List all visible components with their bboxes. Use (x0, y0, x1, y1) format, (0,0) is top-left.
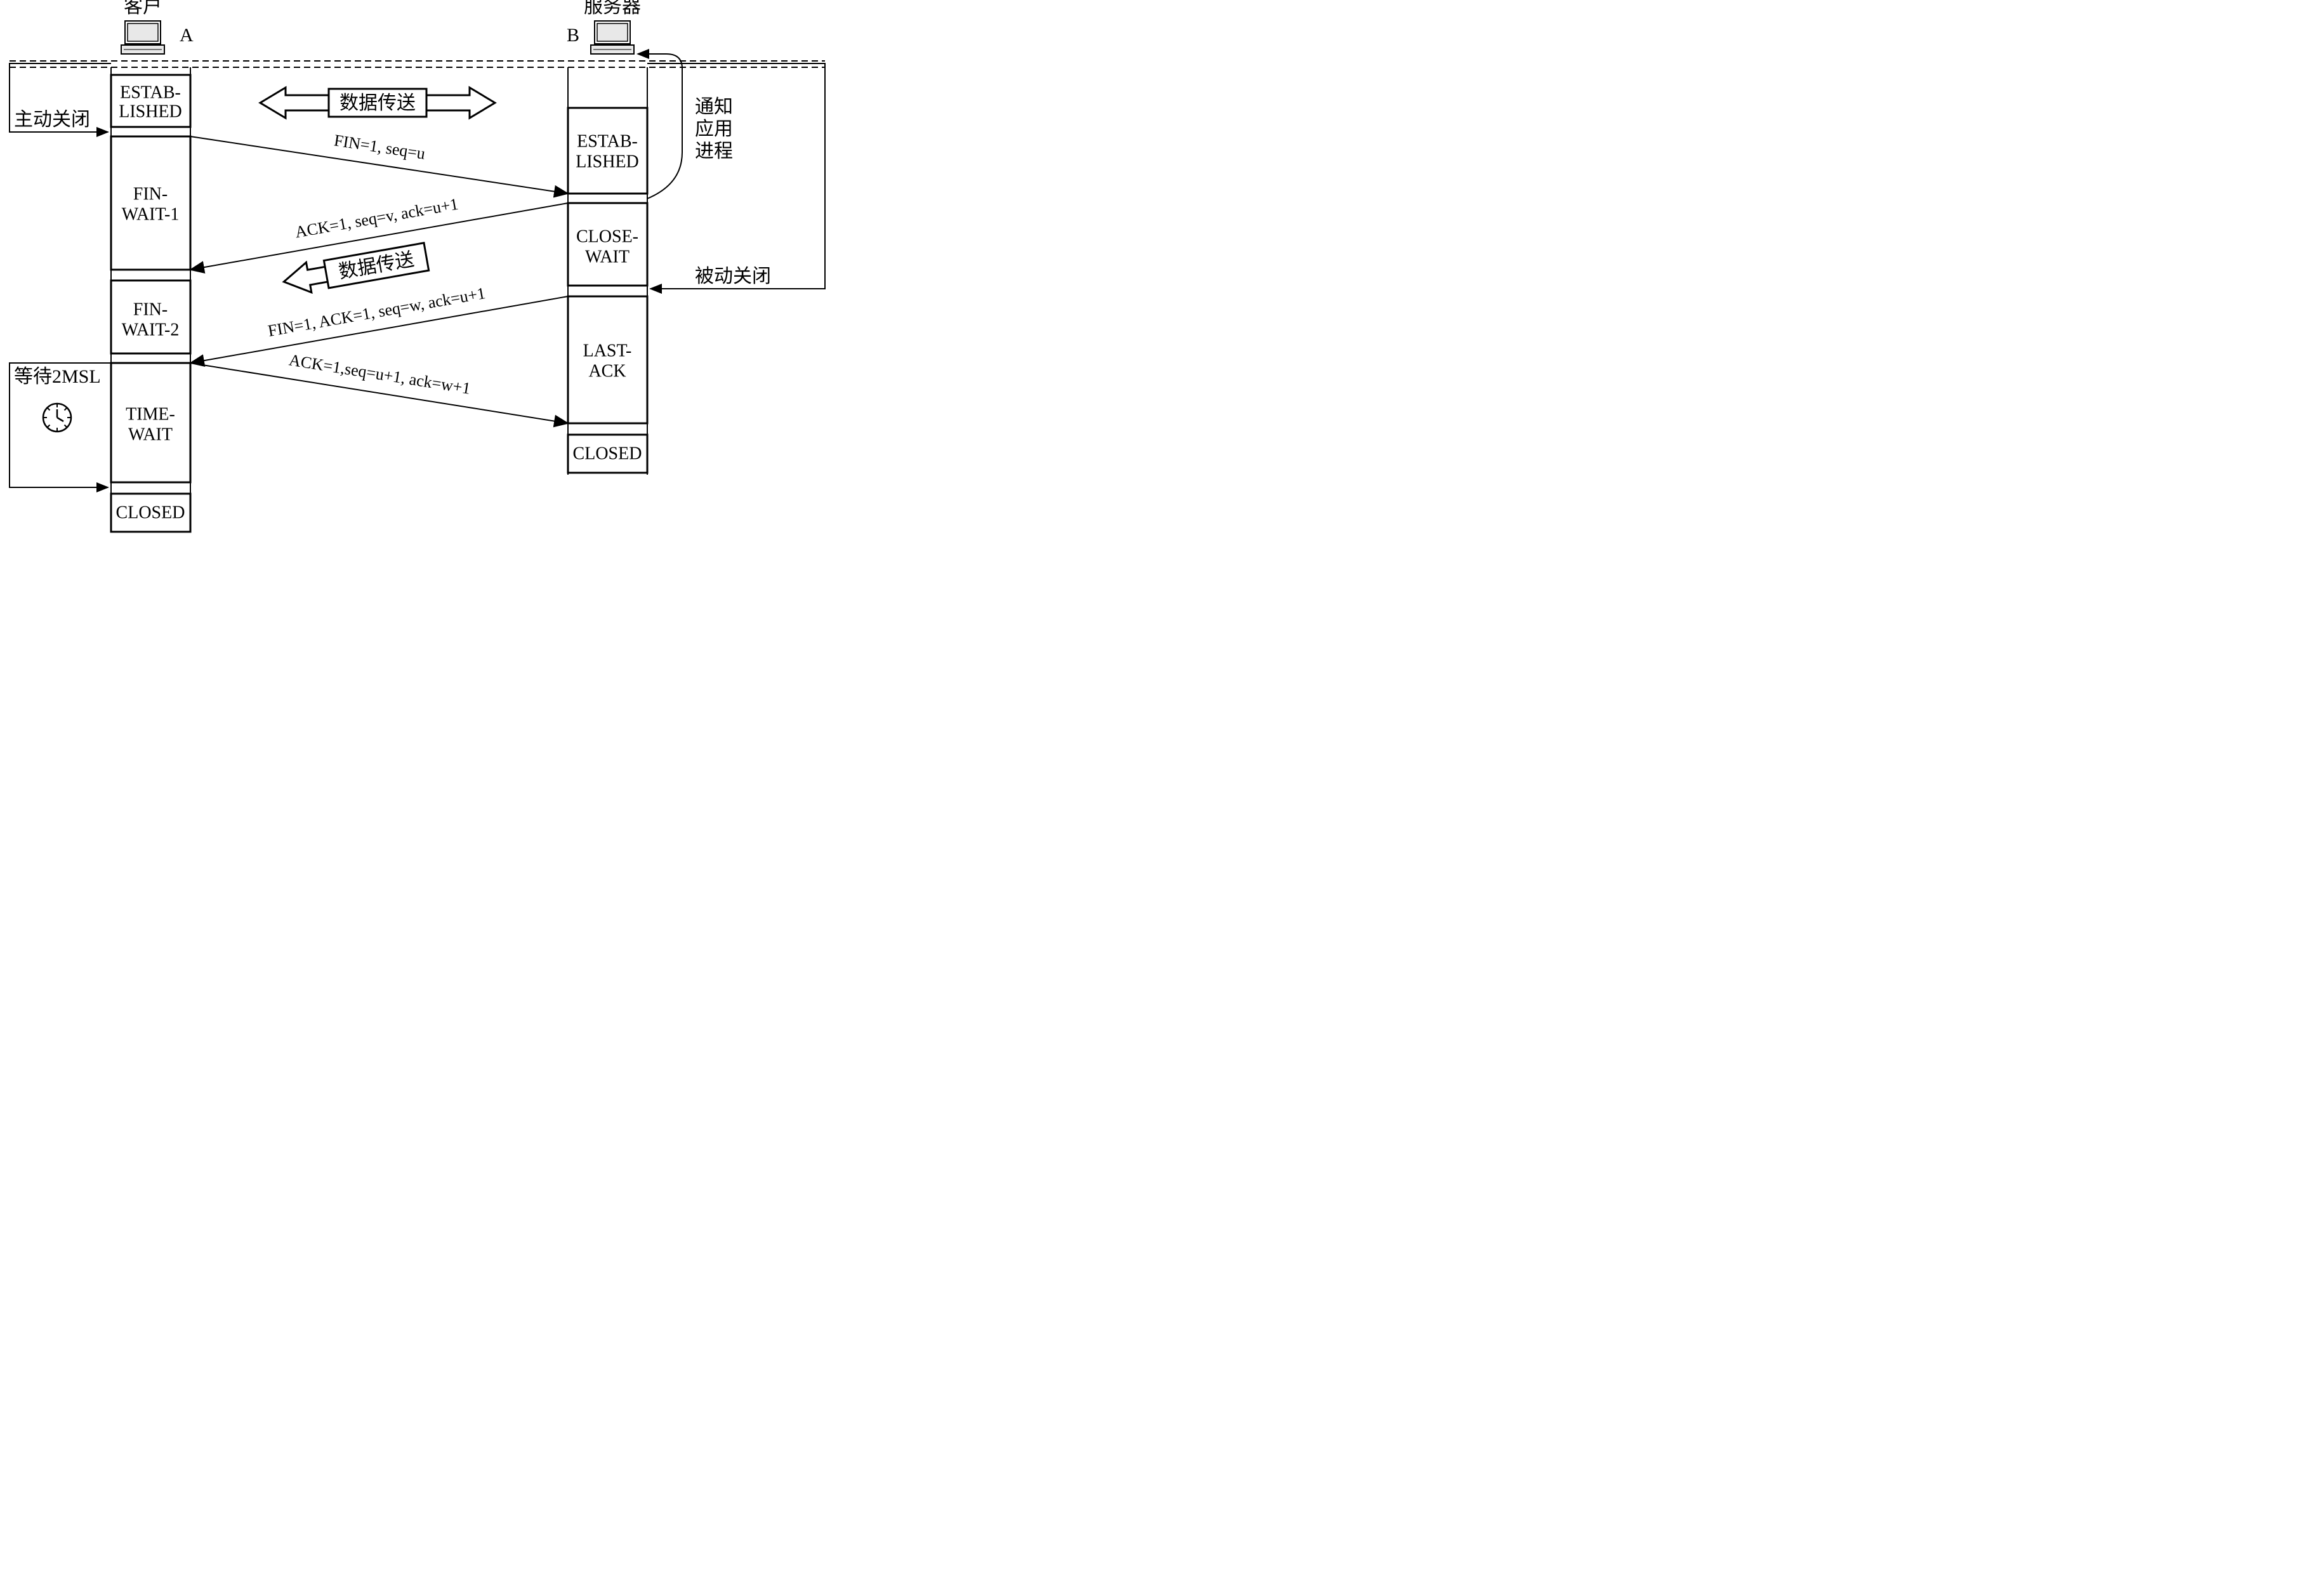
svg-text:FIN-: FIN- (133, 300, 168, 319)
svg-text:被动关闭: 被动关闭 (695, 266, 771, 287)
svg-text:LISHED: LISHED (119, 102, 182, 121)
server-title: 服务器 (584, 0, 641, 17)
server-computer-icon (591, 21, 634, 54)
clock-icon (43, 404, 71, 432)
svg-text:应用: 应用 (695, 119, 733, 140)
msg-fin1-text: FIN=1, seq=u (333, 131, 426, 162)
active-close-annotation: 主动关闭 (10, 63, 111, 132)
svg-text:数据传送: 数据传送 (340, 93, 416, 114)
svg-text:进程: 进程 (695, 141, 733, 162)
svg-text:主动关闭: 主动关闭 (14, 109, 90, 130)
svg-text:WAIT-2: WAIT-2 (122, 320, 180, 340)
svg-text:ESTAB-: ESTAB- (577, 131, 638, 151)
svg-text:ACK: ACK (588, 361, 626, 381)
svg-text:CLOSE-: CLOSE- (576, 227, 638, 246)
wait-2msl-annotation: 等待2MSL (10, 363, 111, 487)
svg-text:CLOSED: CLOSED (573, 444, 642, 463)
svg-text:LAST-: LAST- (583, 341, 632, 360)
client-title: 客户 (124, 0, 162, 17)
msg-fin2-text: FIN=1, ACK=1, seq=w, ack=u+1 (267, 284, 487, 340)
svg-text:FIN-: FIN- (133, 184, 168, 204)
svg-text:LISHED: LISHED (576, 152, 639, 171)
tcp-close-sequence-diagram: 客户 A 服务器 B ESTAB- LISHED FIN- WAIT-1 FIN… (0, 0, 831, 584)
svg-text:ESTAB-: ESTAB- (120, 82, 181, 102)
svg-text:CLOSED: CLOSED (116, 503, 185, 522)
svg-text:等待2MSL: 等待2MSL (14, 366, 101, 387)
svg-text:WAIT: WAIT (128, 425, 173, 444)
client-computer-icon (121, 21, 164, 54)
data-transfer-top: 数据传送 (260, 88, 495, 118)
notify-app-annotation: 通知 应用 进程 (638, 54, 733, 199)
svg-text:通知: 通知 (695, 96, 733, 117)
svg-text:TIME-: TIME- (126, 404, 175, 424)
msg-ack2-text: ACK=1,seq=u+1, ack=w+1 (287, 350, 471, 397)
client-label: A (180, 25, 194, 46)
passive-close-annotation: 被动关闭 (647, 63, 825, 289)
msg-ack1-text: ACK=1, seq=v, ack=u+1 (294, 195, 460, 242)
svg-text:WAIT-1: WAIT-1 (122, 204, 180, 224)
svg-text:WAIT: WAIT (585, 247, 630, 267)
server-label: B (567, 25, 579, 46)
